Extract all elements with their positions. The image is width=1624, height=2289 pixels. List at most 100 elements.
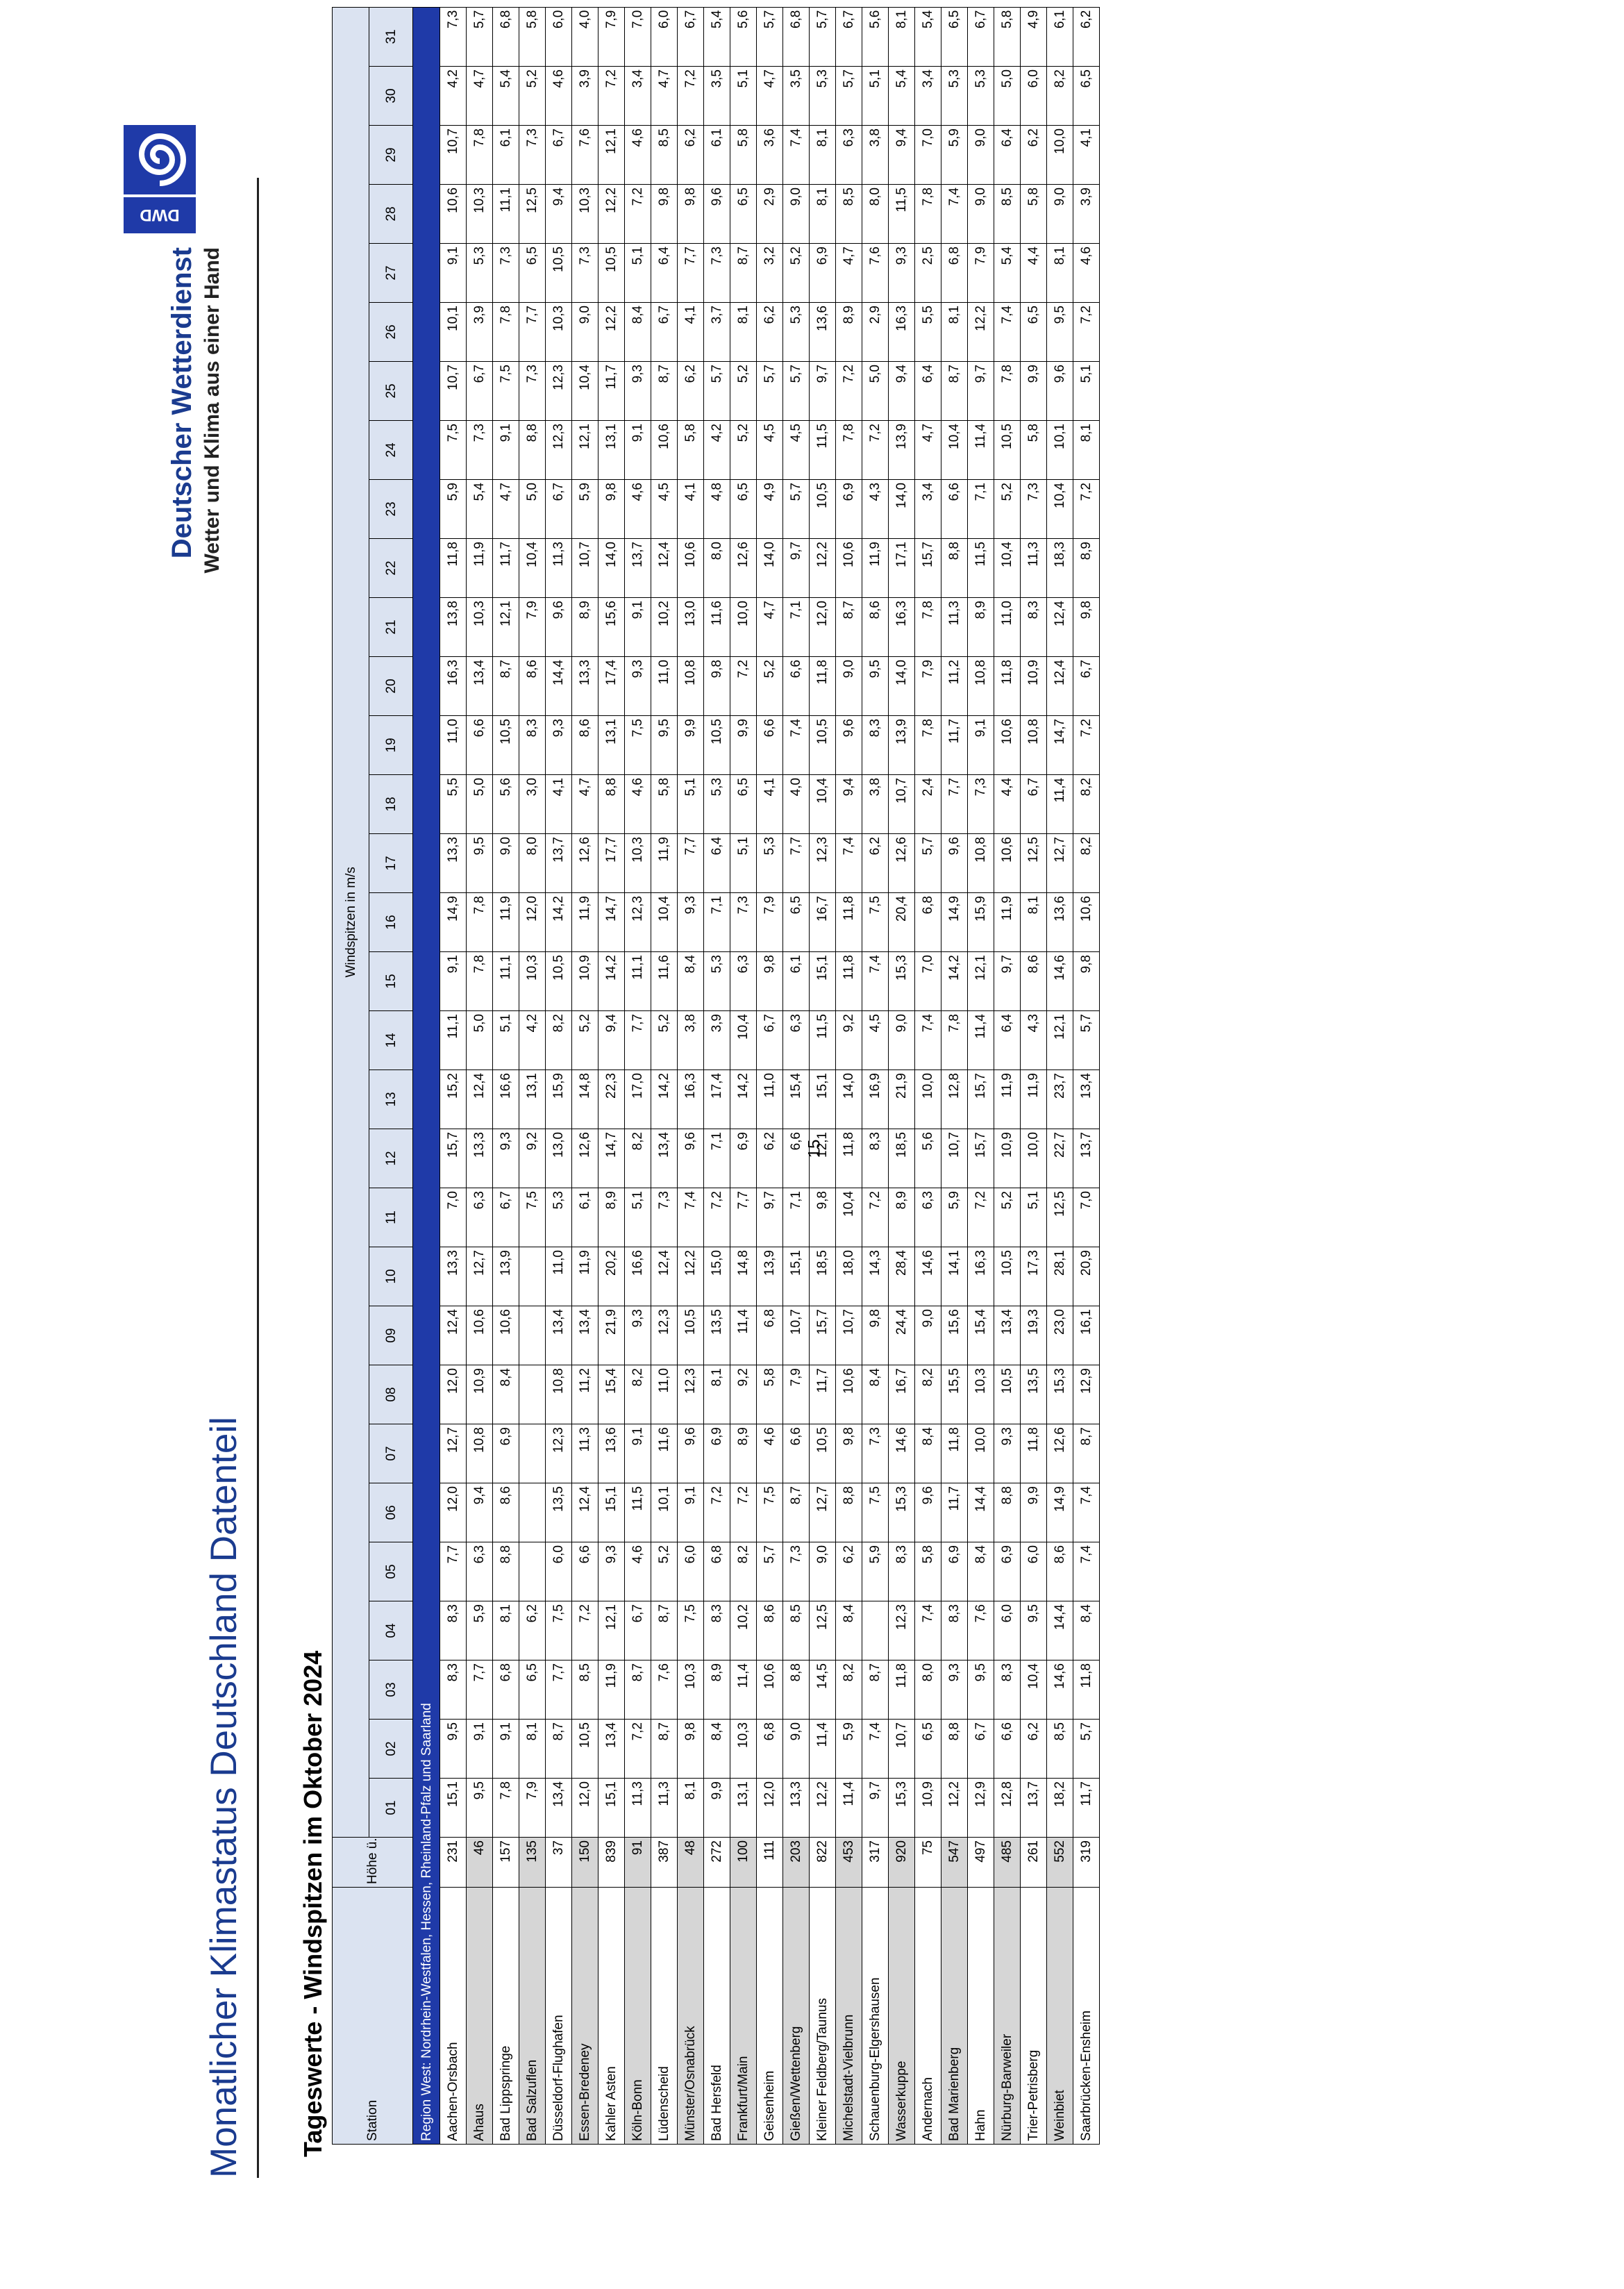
gust-value: 7,5 [862, 892, 889, 952]
gust-value: 5,2 [651, 1010, 678, 1070]
gust-value: 4,1 [545, 774, 572, 834]
gust-value: 9,7 [862, 1778, 889, 1838]
gust-value: 10,8 [466, 1424, 493, 1483]
gust-value: 11,3 [941, 597, 968, 657]
gust-value: 13,7 [545, 833, 572, 893]
gust-value: 7,2 [571, 1601, 598, 1660]
gust-value: 6,1 [703, 125, 730, 185]
gust-value: 7,9 [756, 892, 783, 952]
gust-value: 7,4 [994, 302, 1021, 362]
table-row: Andernach 75 10,9 6,5 8,0 7,4 5,8 9,6 8,4 8,2 9,0 1… [914, 7, 941, 2145]
gust-value: 8,6 [519, 656, 546, 716]
gust-value: 9,3 [598, 1542, 625, 1601]
gust-value: 13,4 [994, 1306, 1021, 1365]
gust-value: 5,7 [782, 479, 810, 539]
gust-value: 7,8 [914, 715, 941, 775]
gust-value: 16,3 [440, 656, 467, 716]
gust-value: 9,0 [571, 302, 598, 362]
gust-value [519, 1424, 546, 1483]
gust-value: 9,0 [809, 1542, 836, 1601]
gust-value: 19,3 [1020, 1306, 1047, 1365]
gust-value: 12,4 [1046, 597, 1073, 657]
gust-value: 7,5 [756, 1483, 783, 1542]
gust-value: 9,1 [492, 1719, 519, 1779]
gust-value: 14,1 [941, 1247, 968, 1306]
gust-value: 9,5 [862, 656, 889, 716]
gust-value: 10,4 [1020, 1660, 1047, 1720]
table-row: Düsseldorf-Flughafen 37 13,4 8,7 7,7 7,5 6,0 13… [545, 7, 572, 2145]
gust-value: 5,1 [730, 66, 757, 126]
gust-value: 5,2 [756, 656, 783, 716]
gust-value: 10,6 [756, 1660, 783, 1720]
gust-value: 8,9 [598, 1188, 625, 1247]
station-name: Wasserkuppe [888, 1887, 915, 2145]
gust-value: 11,4 [730, 1660, 757, 1720]
table-row: Michelstadt-Vielbrunn 453 11,4 5,9 8,2 8,4 6,2… [835, 7, 862, 2145]
gust-value: 17,4 [703, 1069, 730, 1129]
gust-value: 5,2 [994, 1188, 1021, 1247]
station-height: 100 [730, 1837, 757, 1888]
table-row: Essen-Bredeney 150 12,0 10,5 8,5 7,2 6,6 12,4 11… [571, 7, 598, 2145]
gust-value: 12,1 [598, 125, 625, 185]
gust-value: 9,0 [782, 1719, 810, 1779]
gust-value: 10,5 [703, 715, 730, 775]
gust-value: 5,7 [914, 833, 941, 893]
gust-value: 9,3 [624, 656, 651, 716]
gust-value: 6,5 [519, 243, 546, 303]
gust-value: 8,9 [888, 1188, 915, 1247]
gust-value: 9,5 [967, 1660, 994, 1720]
gust-value: 13,9 [888, 715, 915, 775]
gust-value: 8,7 [862, 1660, 889, 1720]
gust-value: 9,8 [677, 184, 704, 244]
gust-value: 8,8 [941, 538, 968, 598]
gust-value: 8,7 [1073, 1424, 1100, 1483]
gust-value: 17,4 [598, 656, 625, 716]
gust-value: 13,9 [756, 1247, 783, 1306]
gust-value: 10,2 [730, 1601, 757, 1660]
gust-value: 8,7 [545, 1719, 572, 1779]
station-height: 157 [492, 1837, 519, 1888]
gust-value: 7,3 [651, 1188, 678, 1247]
gust-value: 14,4 [967, 1483, 994, 1542]
gust-value: 23,7 [1046, 1069, 1073, 1129]
gust-value: 5,7 [756, 7, 783, 67]
gust-value: 18,5 [888, 1129, 915, 1188]
gust-value: 5,2 [730, 361, 757, 421]
gust-value: 6,0 [1020, 66, 1047, 126]
gust-value: 7,2 [703, 1188, 730, 1247]
gust-value: 15,7 [440, 1129, 467, 1188]
gust-value: 10,9 [914, 1778, 941, 1838]
day-header: 18 [369, 774, 413, 834]
gust-value: 7,2 [1073, 715, 1100, 775]
day-header: 10 [369, 1247, 413, 1306]
gust-value: 10,5 [809, 715, 836, 775]
gust-value: 11,2 [941, 656, 968, 716]
gust-value: 5,1 [862, 66, 889, 126]
gust-value: 12,7 [466, 1247, 493, 1306]
gust-value: 7,8 [994, 361, 1021, 421]
table-row: Aachen-Orsbach 231 15,1 9,5 8,3 8,3 7,7 12,0 12,… [440, 7, 467, 2145]
gust-value: 4,6 [756, 1424, 783, 1483]
gust-value: 15,0 [703, 1247, 730, 1306]
gust-value: 7,5 [440, 420, 467, 480]
station-name: Bad Lippspringe [492, 1887, 519, 2145]
gust-value: 9,7 [994, 951, 1021, 1011]
gust-value: 3,8 [677, 1010, 704, 1070]
gust-value: 10,8 [545, 1365, 572, 1424]
gust-value: 8,7 [651, 1719, 678, 1779]
day-header: 24 [369, 420, 413, 480]
gust-value: 12,0 [809, 597, 836, 657]
gust-value: 11,9 [466, 538, 493, 598]
gust-value: 7,5 [492, 361, 519, 421]
gust-value: 12,1 [809, 1129, 836, 1188]
gust-value: 4,6 [624, 125, 651, 185]
gust-value: 4,1 [756, 774, 783, 834]
day-header: 17 [369, 833, 413, 893]
gust-value: 6,4 [914, 361, 941, 421]
gust-value: 13,4 [571, 1306, 598, 1365]
gust-value: 6,6 [994, 1719, 1021, 1779]
day-header-row: 01 02 03 04 05 06 07 08 09 10 11 12 13 14 15 16 17 18 19 20… [369, 7, 413, 2144]
gust-value: 15,4 [598, 1365, 625, 1424]
gust-value: 4,9 [1020, 7, 1047, 67]
gust-value: 9,2 [519, 1129, 546, 1188]
